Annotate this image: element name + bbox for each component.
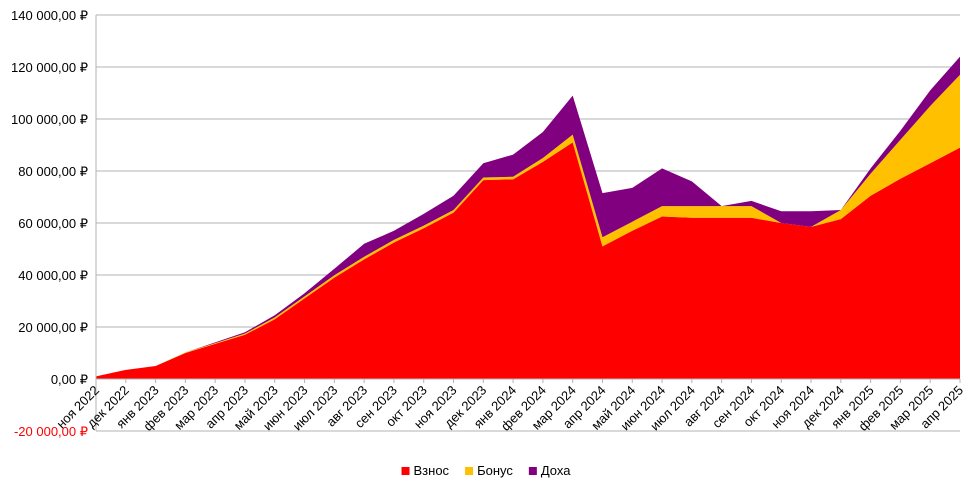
area-layer: [96, 56, 960, 379]
y-tick-label: 0,00 ₽: [51, 372, 88, 387]
axis-layer: [95, 15, 961, 431]
legend-swatch: [401, 467, 410, 475]
y-tick-label: 80 000,00 ₽: [18, 164, 88, 179]
legend-swatch: [528, 467, 537, 475]
y-tick-labels: -20 000,00 ₽ 0,00 ₽ 20 000,00 ₽ 40 000,00 ₽…: [11, 8, 88, 439]
y-tick-label: 60 000,00 ₽: [18, 216, 88, 231]
area-series-1: [96, 142, 960, 379]
y-tick-label: 100 000,00 ₽: [11, 112, 88, 127]
legend-item: Бонус: [465, 463, 513, 478]
y-tick-label: 140 000,00 ₽: [11, 8, 88, 23]
legend-label: Взнос: [414, 463, 450, 478]
y-tick-label: -20 000,00 ₽: [14, 424, 88, 439]
legend-label: Бонус: [477, 463, 513, 478]
legend-swatch: [465, 467, 474, 475]
legend-item: Доха: [528, 463, 571, 478]
legend-label: Доха: [541, 463, 571, 478]
legend-item: Взнос: [401, 463, 450, 478]
area-series-3: [96, 56, 960, 377]
y-tick-label: 120 000,00 ₽: [11, 60, 88, 75]
y-tick-label: 20 000,00 ₽: [18, 320, 88, 335]
y-tick-label: 40 000,00 ₽: [18, 268, 88, 283]
legend: Взнос Бонус Доха: [401, 463, 571, 478]
